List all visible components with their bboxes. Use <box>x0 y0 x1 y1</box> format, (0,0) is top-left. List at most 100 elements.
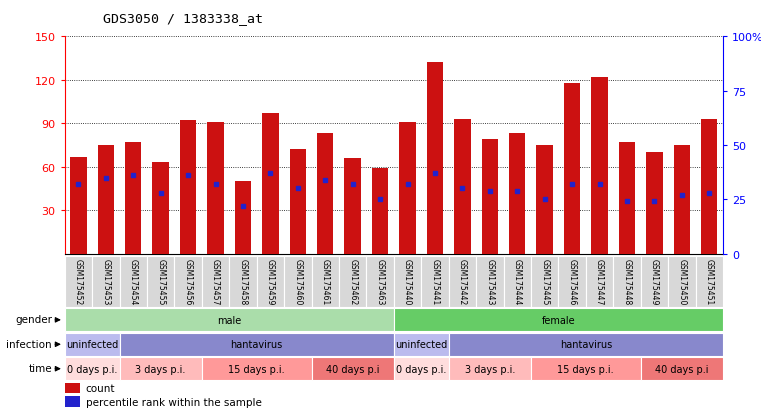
Bar <box>449 256 476 308</box>
Text: GSM175455: GSM175455 <box>156 258 165 304</box>
Bar <box>92 256 119 308</box>
Text: gender: gender <box>15 315 52 325</box>
Bar <box>119 357 202 380</box>
Bar <box>372 169 388 254</box>
Bar <box>284 256 311 308</box>
Text: 40 days p.i: 40 days p.i <box>655 364 708 374</box>
Text: GSM175448: GSM175448 <box>622 258 632 304</box>
Text: GSM175459: GSM175459 <box>266 258 275 304</box>
Text: infection: infection <box>6 339 52 349</box>
Text: GSM175451: GSM175451 <box>705 258 714 304</box>
Bar <box>422 256 449 308</box>
Bar <box>586 256 613 308</box>
Text: time: time <box>28 363 52 373</box>
Text: 3 days p.i.: 3 days p.i. <box>135 364 186 374</box>
Text: 15 days p.i.: 15 days p.i. <box>228 364 285 374</box>
Text: uninfected: uninfected <box>395 339 447 349</box>
Bar <box>394 309 723 332</box>
Bar <box>256 256 284 308</box>
Text: GSM175454: GSM175454 <box>129 258 138 304</box>
Bar <box>311 357 394 380</box>
Text: GSM175442: GSM175442 <box>458 258 467 304</box>
Text: GSM175450: GSM175450 <box>677 258 686 304</box>
Bar <box>262 114 279 254</box>
Text: GDS3050 / 1383338_at: GDS3050 / 1383338_at <box>103 12 263 25</box>
Bar <box>147 256 174 308</box>
Bar <box>290 150 306 254</box>
Text: count: count <box>85 383 115 393</box>
Text: GSM175449: GSM175449 <box>650 258 659 304</box>
Text: male: male <box>217 315 241 325</box>
Bar <box>504 256 531 308</box>
Text: GSM175460: GSM175460 <box>293 258 302 304</box>
Bar <box>174 256 202 308</box>
Bar <box>65 396 80 407</box>
Bar <box>641 357 723 380</box>
Bar <box>449 333 723 356</box>
Bar <box>509 134 525 254</box>
Bar <box>339 256 366 308</box>
Bar <box>393 256 422 308</box>
Text: GSM175462: GSM175462 <box>349 258 357 304</box>
Bar <box>613 256 641 308</box>
Text: GSM175440: GSM175440 <box>403 258 412 304</box>
Bar <box>537 146 553 254</box>
Bar <box>65 333 119 356</box>
Bar <box>531 357 641 380</box>
Bar <box>311 256 339 308</box>
Bar <box>152 163 169 254</box>
Bar <box>202 357 311 380</box>
Bar <box>317 134 333 254</box>
Bar <box>668 256 696 308</box>
Bar <box>641 256 668 308</box>
Text: 0 days p.i.: 0 days p.i. <box>67 364 117 374</box>
Bar <box>673 146 690 254</box>
Text: GSM175458: GSM175458 <box>238 258 247 304</box>
Bar <box>646 153 663 254</box>
Text: 15 days p.i.: 15 days p.i. <box>558 364 614 374</box>
Bar <box>70 157 87 254</box>
Bar <box>229 256 256 308</box>
Text: GSM175452: GSM175452 <box>74 258 83 304</box>
Text: GSM175463: GSM175463 <box>376 258 384 304</box>
Bar <box>591 78 608 254</box>
Bar <box>454 120 470 254</box>
Text: GSM175453: GSM175453 <box>101 258 110 304</box>
Bar <box>65 309 394 332</box>
Bar <box>207 122 224 254</box>
Bar <box>119 256 147 308</box>
Text: 0 days p.i.: 0 days p.i. <box>396 364 447 374</box>
Text: GSM175461: GSM175461 <box>320 258 330 304</box>
Text: 3 days p.i.: 3 days p.i. <box>465 364 515 374</box>
Bar <box>394 357 449 380</box>
Text: GSM175441: GSM175441 <box>431 258 439 304</box>
Bar <box>65 256 92 308</box>
Text: GSM175447: GSM175447 <box>595 258 604 304</box>
Bar <box>619 143 635 254</box>
Bar <box>97 146 114 254</box>
Text: hantavirus: hantavirus <box>231 339 283 349</box>
Bar <box>119 333 394 356</box>
Bar <box>400 122 416 254</box>
Bar <box>125 143 142 254</box>
Bar <box>564 83 581 254</box>
Bar <box>701 120 718 254</box>
Bar <box>696 256 723 308</box>
Text: GSM175444: GSM175444 <box>513 258 522 304</box>
Text: GSM175445: GSM175445 <box>540 258 549 304</box>
Bar <box>482 140 498 254</box>
Bar <box>531 256 559 308</box>
Bar <box>65 383 80 393</box>
Text: percentile rank within the sample: percentile rank within the sample <box>85 396 262 407</box>
Text: uninfected: uninfected <box>66 339 118 349</box>
Text: GSM175456: GSM175456 <box>183 258 193 304</box>
Bar <box>559 256 586 308</box>
Bar <box>345 159 361 254</box>
Bar <box>234 182 251 254</box>
Text: female: female <box>542 315 575 325</box>
Text: 40 days p.i: 40 days p.i <box>326 364 380 374</box>
Text: GSM175457: GSM175457 <box>211 258 220 304</box>
Bar <box>394 333 449 356</box>
Text: hantavirus: hantavirus <box>559 339 612 349</box>
Text: GSM175446: GSM175446 <box>568 258 577 304</box>
